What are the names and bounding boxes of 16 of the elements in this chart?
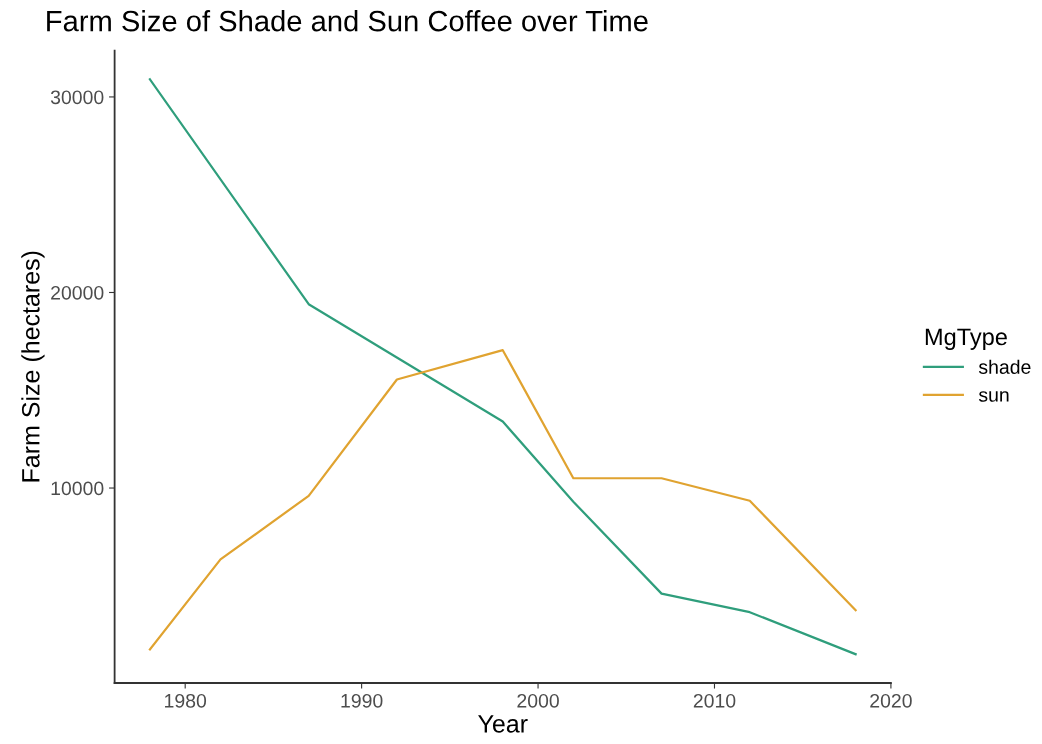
legend-title: MgType [925,328,1007,350]
x-axis-title: Year [478,715,528,733]
line-series [148,349,857,651]
y-tick-label: 10000 [51,481,104,496]
legend-label: shade [978,359,1031,374]
x-tick-label: 2020 [870,693,912,708]
y-tick-label: 20000 [51,285,104,300]
y-tick-label: 30000 [50,90,104,105]
x-tick-label: 2000 [517,693,559,708]
line-series [148,78,857,656]
chart-title: Farm Size of Shade and Sun Coffee over Time [47,10,648,32]
x-tick-label: 1980 [165,693,207,708]
x-tick-label: 1990 [341,693,383,708]
y-axis-title: Farm Size (hectares) [21,251,45,482]
legend-label: sun [978,391,1009,402]
x-tick-label: 2010 [693,693,736,708]
